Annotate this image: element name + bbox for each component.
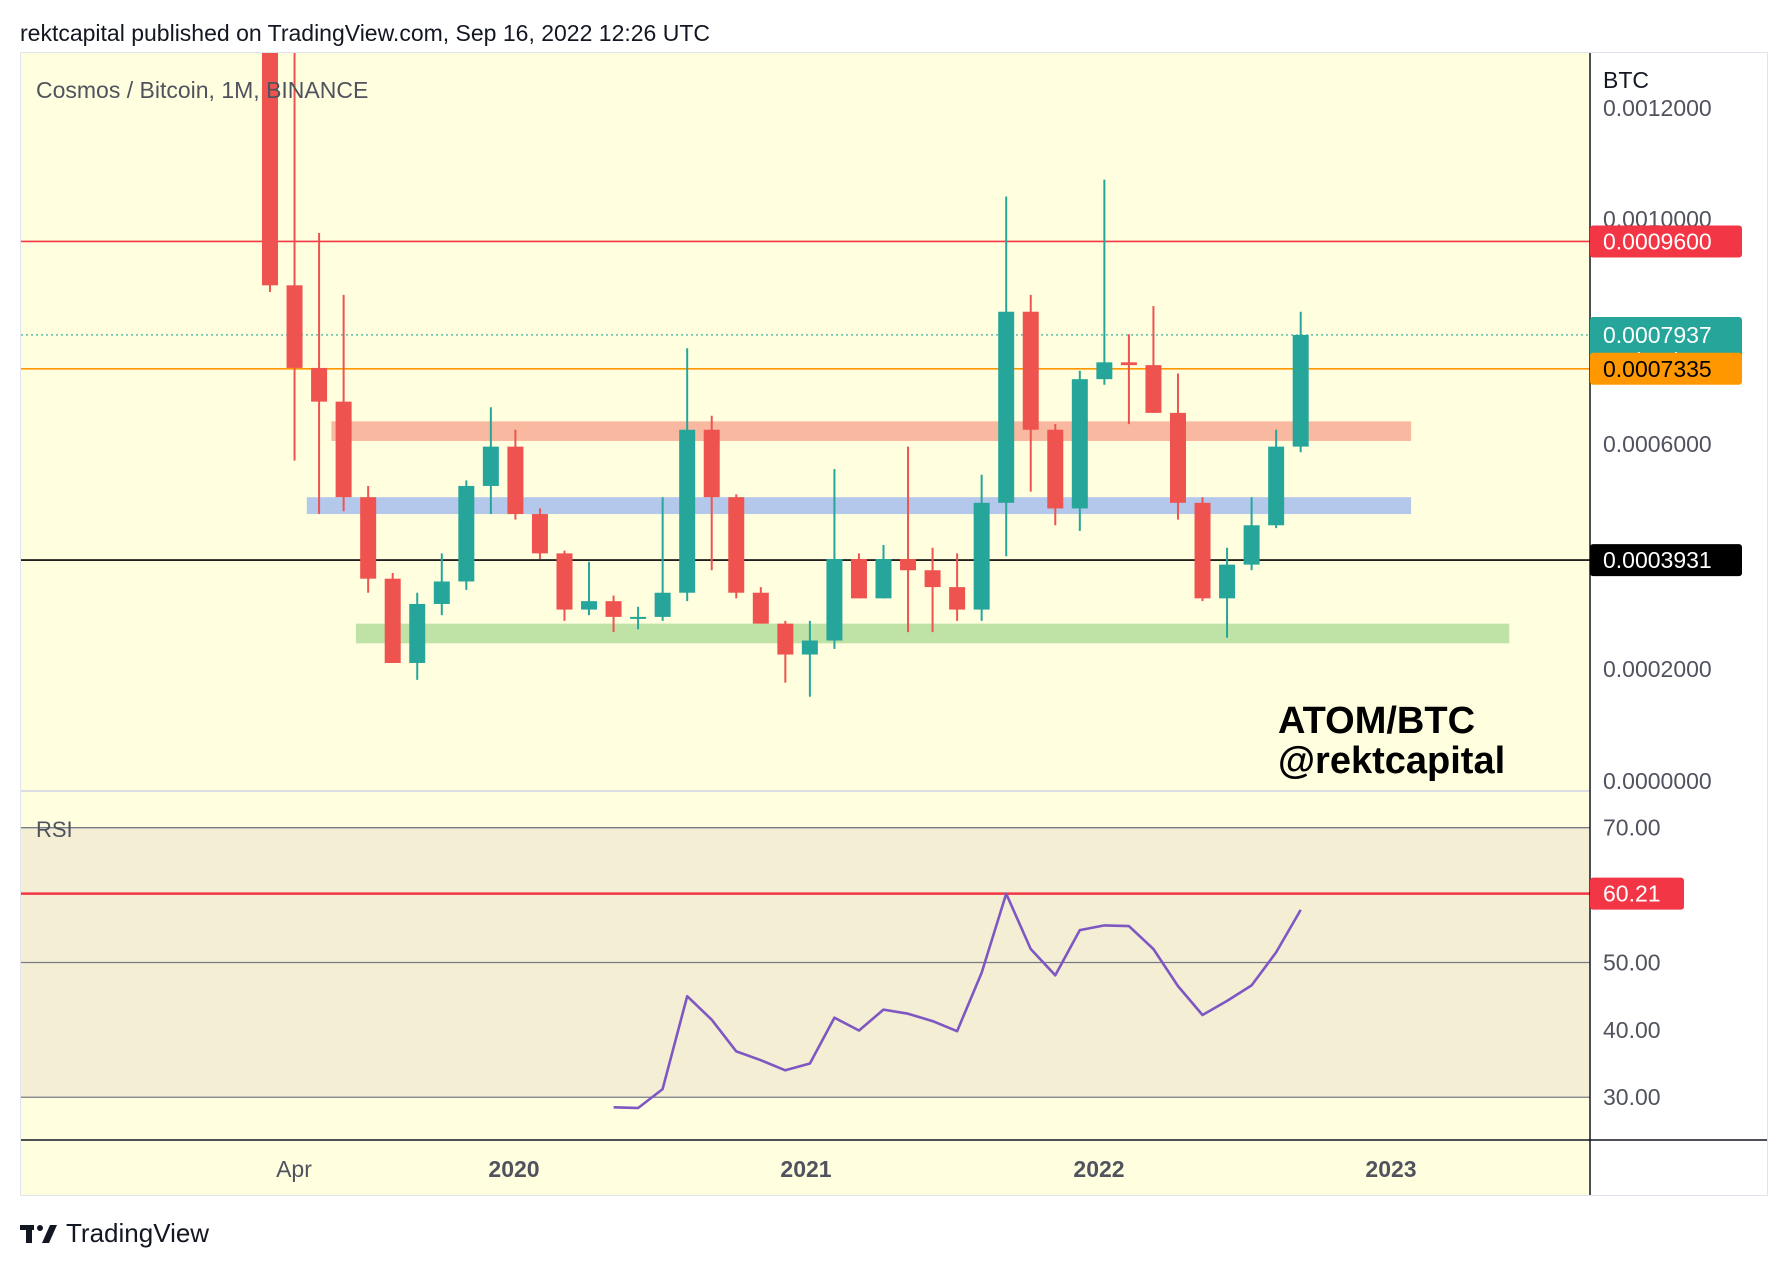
candle-body — [1268, 446, 1285, 526]
candle-body — [1071, 379, 1088, 509]
candle-body — [850, 559, 867, 599]
support-resistance-zone — [355, 623, 1510, 644]
annotation-pair: ATOM/BTC — [1278, 700, 1475, 742]
rsi-line — [613, 892, 1302, 1110]
candle-body — [998, 311, 1015, 503]
candle-body — [531, 514, 548, 554]
candle-body — [433, 581, 450, 604]
candle-body — [1292, 334, 1309, 447]
time-axis-bg — [21, 1141, 1590, 1195]
candle-body — [335, 401, 352, 498]
price-label-box — [1590, 225, 1742, 258]
rsi-value-label-box — [1590, 877, 1684, 910]
candle-body — [1169, 412, 1186, 503]
price-label-text: 0.0003931 — [1603, 547, 1712, 573]
rsi-value-label-text: 60.21 — [1603, 881, 1661, 907]
candle-body — [556, 553, 573, 610]
rsi-tick-label: 40.00 — [1603, 1017, 1661, 1043]
candle-body — [311, 367, 328, 402]
candle-body — [507, 446, 524, 515]
candle-body — [875, 559, 892, 599]
rsi-band-group — [21, 827, 1590, 1098]
candle-body — [924, 570, 941, 588]
tradingview-logo-text: TradingView — [66, 1218, 210, 1248]
horizontal-lines-group — [21, 240, 1590, 561]
candle-body — [1047, 429, 1064, 509]
candle-body — [1096, 362, 1113, 380]
tradingview-logo-icon — [20, 1224, 57, 1243]
support-resistance-zone — [331, 421, 1412, 441]
price-tick-label: 0.0002000 — [1603, 656, 1712, 682]
candle-body — [458, 485, 475, 582]
price-label-box — [1590, 352, 1742, 385]
candle-body — [409, 603, 426, 663]
candle-body — [752, 592, 769, 624]
candle-body — [1194, 502, 1211, 599]
price-label-text: 0.0007937 — [1603, 322, 1712, 348]
axis-group: 0.00120000.00100000.00060000.00020000.00… — [276, 95, 1712, 1182]
candle-body — [1145, 365, 1162, 413]
rsi-group — [21, 892, 1590, 1110]
candle-body — [482, 446, 499, 486]
price-axis-unit: BTC — [1603, 67, 1649, 93]
price-label-text: 0.0007335 — [1603, 356, 1712, 382]
candle-body — [605, 601, 622, 617]
candle-body — [384, 578, 401, 663]
support-resistance-zone — [306, 497, 1412, 515]
time-tick-label: Apr — [276, 1156, 312, 1182]
candle-body — [703, 429, 720, 498]
time-tick-label: 2020 — [488, 1156, 539, 1182]
time-tick-label: 2023 — [1365, 1156, 1416, 1182]
time-tick-label: 2022 — [1073, 1156, 1124, 1182]
publisher-header: rektcapital published on TradingView.com… — [20, 20, 710, 46]
candle-body — [1120, 362, 1137, 366]
rsi-tick-label: 30.00 — [1603, 1084, 1661, 1110]
chart-title: Cosmos / Bitcoin, 1M, BINANCE — [36, 77, 368, 103]
candle-body — [262, 53, 278, 286]
price-tick-label: 0.0000000 — [1603, 768, 1712, 794]
candle-body — [826, 559, 843, 641]
candle-body — [630, 616, 647, 619]
rsi-tick-label: 50.00 — [1603, 949, 1661, 975]
candle-body — [581, 601, 598, 610]
price-tick-label: 0.0012000 — [1603, 95, 1712, 121]
candle-body — [1243, 525, 1260, 565]
candle-body — [679, 429, 696, 593]
candle-body — [728, 497, 745, 593]
candle-body — [900, 559, 917, 571]
candle-body — [654, 592, 671, 617]
candle-body — [777, 623, 794, 655]
candle-body — [286, 285, 303, 368]
candle-body — [949, 587, 966, 610]
candle-body — [1022, 311, 1039, 430]
candle-body — [1219, 564, 1236, 599]
time-tick-label: 2021 — [780, 1156, 831, 1182]
rsi-title: RSI — [36, 817, 73, 842]
annotation-handle: @rektcapital — [1278, 740, 1505, 782]
chart-frame — [20, 52, 1768, 1196]
price-label-box — [1590, 544, 1742, 577]
zones-group — [306, 421, 1510, 644]
candle-body — [801, 640, 818, 655]
price-tick-label: 0.0006000 — [1603, 431, 1712, 457]
candle-body — [360, 497, 377, 579]
tradingview-logo[interactable]: TradingView — [20, 1218, 209, 1249]
rsi-tick-label: 70.00 — [1603, 815, 1661, 841]
candles-group — [262, 53, 1309, 697]
candle-body — [973, 502, 990, 610]
price-label-text: 0.0009600 — [1603, 228, 1712, 254]
